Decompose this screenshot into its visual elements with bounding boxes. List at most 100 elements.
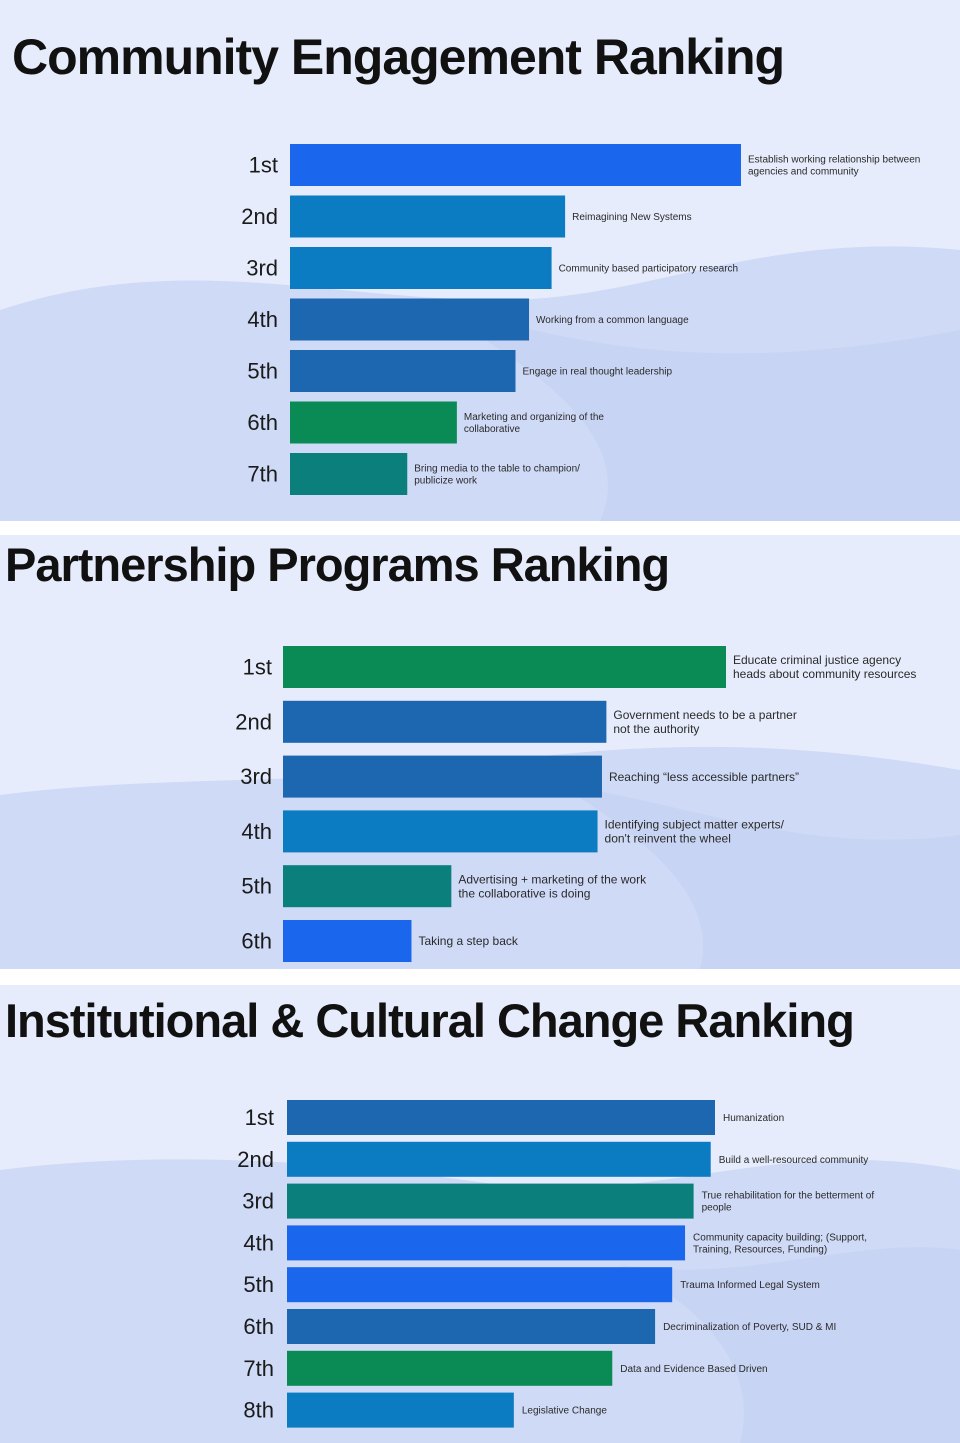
- bar-description: Community based participatory research: [559, 264, 739, 275]
- bar-2: [287, 1141, 711, 1177]
- bar-chart: 1st Establish working relationship betwee…: [241, 144, 920, 495]
- rank-label: 4th: [247, 307, 278, 332]
- chart-title: Institutional & Cultural Change Ranking: [5, 994, 855, 1047]
- bar-description-line: Government needs to be a partner: [613, 708, 796, 722]
- bar-chart: 1st Educate criminal justice agency heads …: [235, 646, 916, 962]
- bar-description: Government needs to be a partner not the …: [613, 708, 796, 736]
- bar-description: Establish working relationship between ag…: [748, 155, 920, 178]
- bar-description: Taking a step back: [418, 934, 518, 948]
- bar-description-line: Build a well-resourced community: [719, 1155, 869, 1166]
- bar-description-line: Educate criminal justice agency: [733, 653, 901, 667]
- bar-description: Marketing and organizing of the collabora…: [464, 412, 605, 435]
- bar-description: Trauma Informed Legal System: [680, 1280, 820, 1291]
- chart-title: Community Engagement Ranking: [12, 29, 785, 85]
- bar-description-line: Taking a step back: [418, 934, 518, 948]
- bar-1: [290, 144, 741, 186]
- bar-description: Reimagining New Systems: [572, 212, 692, 223]
- bar-description: Bring media to the table to champion/pub…: [414, 464, 580, 487]
- bar-5: [283, 865, 452, 908]
- bar-description-line: Data and Evidence Based Driven: [620, 1364, 767, 1375]
- rank-label: 7th: [247, 462, 278, 487]
- rank-label: 5th: [241, 874, 272, 899]
- bar-4: [287, 1225, 686, 1261]
- bar-description-line: Decriminalization of Poverty, SUD & MI: [663, 1322, 836, 1333]
- bar-description: Advertising + marketing of the work the c…: [458, 872, 647, 900]
- rank-label: 4th: [241, 819, 272, 844]
- bar-8: [287, 1392, 514, 1428]
- bar-5: [287, 1267, 673, 1303]
- bar-description: Decriminalization of Poverty, SUD & MI: [663, 1322, 836, 1333]
- bar-description: Educate criminal justice agency heads abo…: [733, 653, 916, 681]
- bar-5: [290, 350, 516, 392]
- rank-label: 1st: [243, 655, 272, 680]
- bar-description-line: Training, Resources, Funding): [693, 1244, 827, 1255]
- bar-description-line: Reaching “less accessible partners”: [609, 770, 799, 784]
- bar-3: [290, 247, 552, 289]
- bar-description-line: Marketing and organizing of the: [464, 412, 605, 423]
- rank-label: 3rd: [242, 1189, 274, 1214]
- bar-description-line: Advertising + marketing of the work: [458, 872, 647, 886]
- rank-label: 2nd: [241, 204, 278, 229]
- bar-7: [287, 1350, 613, 1386]
- rank-label: 3rd: [246, 256, 278, 281]
- bar-description-line: Bring media to the table to champion/: [414, 464, 580, 475]
- bar-6: [290, 401, 457, 444]
- bar-description-line: collaborative: [464, 424, 521, 435]
- bar-3: [283, 755, 602, 798]
- rank-label: 1st: [249, 153, 278, 178]
- bar-description-line: publicize work: [414, 476, 478, 487]
- bar-4: [290, 298, 530, 341]
- rank-label: 5th: [247, 359, 278, 384]
- bar-description-line: Establish working relationship between: [748, 155, 920, 166]
- bar-description-line: Engage in real thought leadership: [523, 367, 673, 378]
- bar-6: [283, 920, 412, 962]
- bar-description-line: not the authority: [613, 722, 699, 736]
- bar-description-line: True rehabilitation for the betterment o…: [702, 1191, 875, 1202]
- bar-1: [287, 1100, 715, 1135]
- bar-description: Build a well-resourced community: [719, 1155, 869, 1166]
- bar-description-line: heads about community resources: [733, 667, 916, 681]
- rank-label: 2nd: [235, 709, 272, 734]
- bar-description: Humanization: [723, 1113, 784, 1124]
- bar-2: [290, 195, 566, 238]
- bar-description: Community capacity building; (Support, Tr…: [693, 1232, 867, 1255]
- rank-label: 2nd: [237, 1147, 274, 1172]
- partnership-programs-panel: Partnership Programs Ranking 1st Educate …: [0, 535, 960, 969]
- bar-description-line: Identifying subject matter experts/: [605, 818, 785, 832]
- bar-description-line: Trauma Informed Legal System: [680, 1280, 820, 1291]
- bar-description: Legislative Change: [522, 1406, 607, 1417]
- bar-description: Data and Evidence Based Driven: [620, 1364, 767, 1375]
- rank-label: 7th: [243, 1356, 274, 1381]
- bar-description: Engage in real thought leadership: [523, 367, 673, 378]
- community-engagement-panel: Community Engagement Ranking 1st Establis…: [0, 0, 960, 521]
- chart-title: Partnership Programs Ranking: [5, 538, 670, 591]
- wave-background: [0, 746, 960, 969]
- bar-description: Identifying subject matter experts/don't…: [605, 818, 785, 846]
- bar-description: True rehabilitation for the betterment o…: [702, 1191, 875, 1214]
- rank-label: 6th: [241, 929, 272, 954]
- rank-label: 5th: [243, 1272, 274, 1297]
- bar-2: [283, 700, 607, 743]
- bar-description-line: Legislative Change: [522, 1406, 607, 1417]
- bar-7: [290, 453, 408, 495]
- rank-label: 6th: [243, 1314, 274, 1339]
- bar-1: [283, 646, 726, 688]
- bar-description-line: the collaborative is doing: [458, 886, 590, 900]
- bar-description: Reaching “less accessible partners”: [609, 770, 799, 784]
- bar-description-line: agencies and community: [748, 167, 859, 178]
- bar-4: [283, 810, 598, 853]
- bar-description-line: don't reinvent the wheel: [605, 832, 731, 846]
- bar-description: Working from a common language: [536, 315, 689, 326]
- bar-3: [287, 1183, 694, 1219]
- bar-6: [287, 1309, 656, 1344]
- rank-label: 3rd: [240, 764, 272, 789]
- rank-label: 8th: [243, 1398, 274, 1423]
- bar-description-line: Working from a common language: [536, 315, 689, 326]
- bar-chart: 1st Humanization 2nd Build a well-resourced…: [237, 1100, 875, 1428]
- bar-description-line: Community based participatory research: [559, 264, 739, 275]
- bar-description-line: Reimagining New Systems: [572, 212, 692, 223]
- rank-label: 4th: [243, 1230, 274, 1255]
- bar-description-line: Humanization: [723, 1113, 784, 1124]
- rank-label: 6th: [247, 410, 278, 435]
- rank-label: 1st: [245, 1105, 274, 1130]
